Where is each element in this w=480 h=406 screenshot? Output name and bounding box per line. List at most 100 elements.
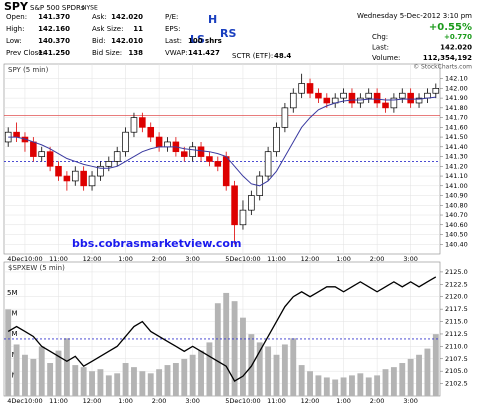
exchange: NYSE	[82, 5, 98, 12]
y-tick-label: 2115.0	[445, 318, 468, 326]
candle-body	[281, 107, 289, 128]
x-tick-label: 12:00	[301, 397, 320, 405]
volume-bar	[281, 344, 288, 396]
sctr-label: SCTR (ETF):	[232, 52, 273, 60]
volume-bar	[47, 363, 54, 396]
candle-body	[415, 97, 423, 104]
candle-body	[113, 151, 121, 162]
y-tick-label: 140.60	[445, 221, 468, 229]
volume-bar	[181, 358, 188, 396]
field-value: +0.770	[444, 33, 472, 41]
candle-body	[306, 83, 314, 94]
x-tick-label: 12:00	[301, 255, 320, 263]
volume-bar	[122, 363, 129, 396]
y-tick-label: 2107.5	[445, 355, 468, 363]
watermark: bbs.cobrasmarketview.com	[72, 237, 241, 250]
candle-body	[214, 161, 222, 167]
copyright: © StockCharts.com	[413, 64, 472, 71]
y-tick-label: 140.70	[445, 211, 468, 219]
volume-bar	[273, 354, 280, 396]
volume-bar	[172, 363, 179, 396]
y-tick-label: 141.40	[445, 143, 468, 151]
field-label: Last:	[165, 37, 182, 45]
volume-bar	[315, 375, 322, 396]
date: Wednesday 5-Dec-2012 3:10 pm	[357, 12, 472, 20]
annotation: LS	[190, 33, 205, 46]
field-label: High:	[6, 25, 24, 33]
candle-body	[340, 92, 347, 99]
x-tick-label: 12:00	[83, 397, 102, 405]
volume-bar	[374, 375, 381, 396]
volume-bar	[399, 363, 406, 396]
x-tick-label: 3:00	[185, 397, 200, 405]
price-line	[7, 276, 437, 383]
candle-body	[206, 156, 213, 162]
y-tick-label: 2110.0	[445, 342, 468, 350]
x-tick-label: 11:00	[49, 255, 68, 263]
field-label: Bid:	[92, 37, 106, 45]
candle-body	[239, 209, 247, 226]
candle-body	[88, 175, 96, 187]
field-value: 141.250	[38, 49, 70, 57]
volume-bar	[365, 377, 372, 396]
x-tick-label: 2:00	[152, 397, 167, 405]
annotation: RS	[220, 27, 236, 40]
candle-body	[315, 92, 322, 99]
y-tick-label: 141.20	[445, 162, 468, 170]
volume-bar	[55, 350, 62, 396]
volume-bar	[164, 365, 171, 396]
volume-bar	[349, 375, 355, 396]
candle-body	[122, 131, 129, 153]
y-tick-label: 2125.0	[445, 268, 468, 276]
volume-bar	[30, 358, 37, 396]
sctr-value: 48.4	[274, 52, 291, 60]
y-tick-label: 141.70	[445, 114, 468, 122]
field-label: Bid Size:	[92, 49, 122, 57]
field-value: 112,354,192	[423, 54, 472, 62]
field-label: P/E:	[165, 13, 178, 21]
field-value: 142.160	[38, 25, 70, 33]
candle-body	[273, 126, 280, 153]
moving-average	[8, 96, 436, 187]
volume-bar	[105, 375, 112, 396]
volume-bar	[206, 342, 213, 396]
candle-body	[398, 92, 406, 99]
volume-bar	[156, 369, 163, 396]
y-tick-label: 2120.0	[445, 293, 468, 301]
y-tick-label: 2117.5	[445, 305, 468, 313]
candle-body	[105, 161, 113, 167]
candle-body	[373, 92, 381, 104]
x-tick-label: 1:00	[336, 397, 351, 405]
volume-bar	[357, 373, 364, 396]
y-tick-label: 2105.0	[445, 367, 468, 375]
field-label: EPS:	[165, 25, 180, 33]
volume-bar	[240, 317, 246, 396]
candle-body	[164, 141, 171, 148]
volume-bar	[63, 338, 70, 396]
candle-body	[63, 175, 71, 182]
volume-bar	[214, 303, 221, 396]
candle-body	[38, 151, 46, 157]
volume-bar	[131, 367, 137, 396]
candle-body	[130, 117, 138, 133]
candle-body	[390, 97, 398, 109]
volume-bar	[114, 373, 121, 396]
y-tick-label: 2102.5	[445, 380, 468, 388]
y-tick-label: 140.40	[445, 240, 468, 248]
y-tick-label: 140.50	[445, 231, 468, 239]
x-tick-label: 5Dec10:00	[225, 255, 260, 263]
y-tick-label: 141.90	[445, 94, 468, 102]
volume-bar	[332, 379, 339, 396]
volume-bar	[22, 354, 28, 396]
volume-bar	[265, 346, 272, 396]
candle-body	[323, 97, 331, 104]
field-label: Prev Close:	[6, 49, 45, 57]
volume-bar	[432, 334, 439, 396]
candle-body	[147, 126, 155, 138]
y-tick-label: 142.00	[445, 84, 468, 92]
volume-bar	[189, 354, 196, 396]
field-value: 142.010	[111, 37, 143, 45]
x-tick-label: 12:00	[83, 255, 102, 263]
field-label: Chg:	[372, 33, 388, 41]
